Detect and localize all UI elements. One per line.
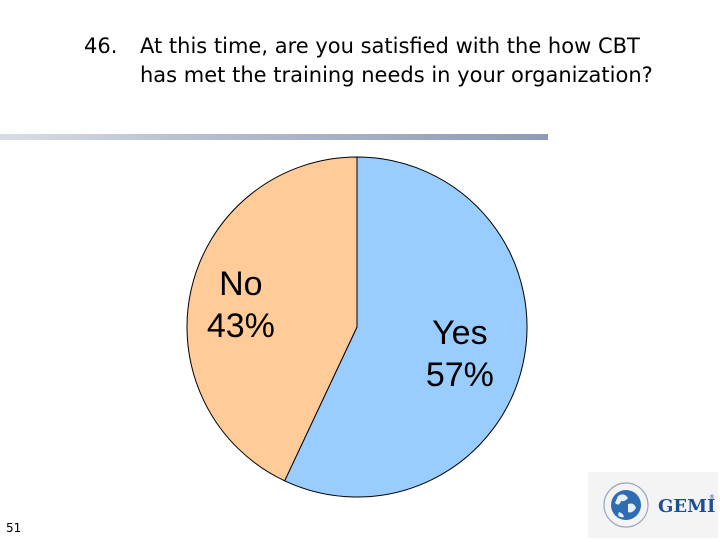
svg-text:®: ®: [709, 494, 715, 501]
pie-slice-no: [186, 156, 358, 482]
title-divider: [0, 134, 548, 140]
gemi-logo: GEMI ®: [588, 472, 718, 538]
slice-value-no: 43%: [207, 307, 275, 345]
question-number: 46.: [84, 34, 118, 58]
globe-icon: GEMI ®: [603, 482, 715, 528]
page-number: 51: [6, 521, 22, 535]
pie-slice-yes: [283, 156, 528, 498]
slice-label-no: No: [219, 265, 262, 303]
logo-text: GEMI: [658, 496, 715, 517]
slice-label-yes: Yes: [432, 314, 487, 352]
question-title: 46. At this time, are you satisfied with …: [84, 32, 704, 90]
question-text: At this time, are you satisfied with the…: [140, 34, 653, 87]
slice-value-yes: 57%: [426, 356, 494, 394]
